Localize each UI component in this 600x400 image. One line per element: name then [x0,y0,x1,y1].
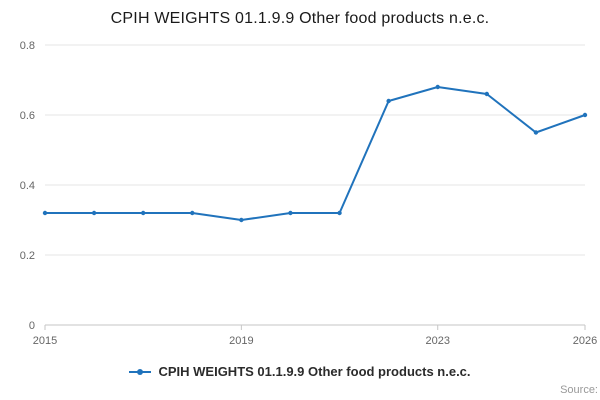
y-tick-label: 0.4 [20,180,35,192]
legend-label: CPIH WEIGHTS 01.1.9.9 Other food product… [158,364,471,379]
y-tick-label: 0 [29,320,35,332]
x-tick-label: 2019 [229,335,253,347]
data-point-marker [484,91,490,97]
legend-item[interactable]: CPIH WEIGHTS 01.1.9.9 Other food product… [0,364,600,379]
data-point-marker [582,112,588,118]
data-point-marker [42,210,48,216]
y-tick-label: 0.8 [20,40,35,52]
x-tick-label: 2015 [33,335,57,347]
y-tick-label: 0.2 [20,250,35,262]
data-point-marker [435,84,440,90]
data-point-marker [386,98,391,104]
y-tick-label: 0.6 [20,110,35,122]
legend-line-marker-icon [129,368,152,375]
x-tick-label: 2023 [425,335,449,347]
data-point-marker [288,210,293,216]
data-series-line [44,86,586,221]
x-tick-label: 2026 [573,335,597,347]
data-point-marker [239,217,244,223]
data-point-marker [91,210,97,216]
data-point-marker [337,210,342,216]
data-point-marker [533,130,539,135]
line-chart-plot-area: 0 0.2 0.4 0.6 0.8 2015 2019 2023 2026 [20,40,598,347]
data-point-marker [140,210,146,216]
chart-title: CPIH WEIGHTS 01.1.9.9 Other food product… [110,10,490,27]
data-point-marker [190,210,195,216]
source-note: Source: [560,384,598,396]
